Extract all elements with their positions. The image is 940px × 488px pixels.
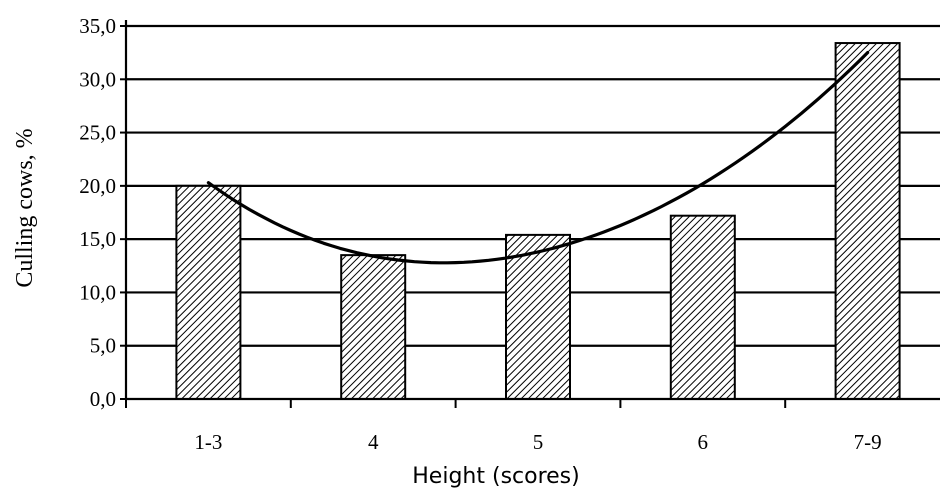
bar-6 <box>669 214 736 400</box>
x-tick-label: 7-9 <box>854 430 882 454</box>
y-axis-title: Culling cows, % <box>12 128 38 287</box>
y-tick-label: 20,0 <box>79 174 116 198</box>
trendline <box>206 51 870 265</box>
bar-5 <box>505 233 571 400</box>
axes: 0,0 5,0 10,0 15,0 20,0 25,0 30,0 35,0 1-3 4 5 6 7-9 <box>79 14 940 454</box>
bars <box>175 42 901 401</box>
trendline-path <box>206 51 870 265</box>
y-tick-label: 35,0 <box>79 14 116 38</box>
y-tick-label: 0,0 <box>90 387 116 411</box>
x-tick-label: 6 <box>698 430 709 454</box>
bar-1-3 <box>175 184 242 400</box>
y-tick-label: 25,0 <box>79 121 116 145</box>
y-tick-label: 30,0 <box>79 67 116 91</box>
x-tick-label: 5 <box>533 430 544 454</box>
y-tick-label: 10,0 <box>79 280 116 304</box>
y-tick-label: 5,0 <box>90 334 116 358</box>
bar-7-9 <box>834 42 901 401</box>
x-tick-label: 4 <box>368 430 379 454</box>
y-tick-label: 15,0 <box>79 227 116 251</box>
x-axis-title: Height (scores) <box>412 464 579 488</box>
bar-4 <box>340 254 407 400</box>
x-tick-label: 1-3 <box>194 430 222 454</box>
